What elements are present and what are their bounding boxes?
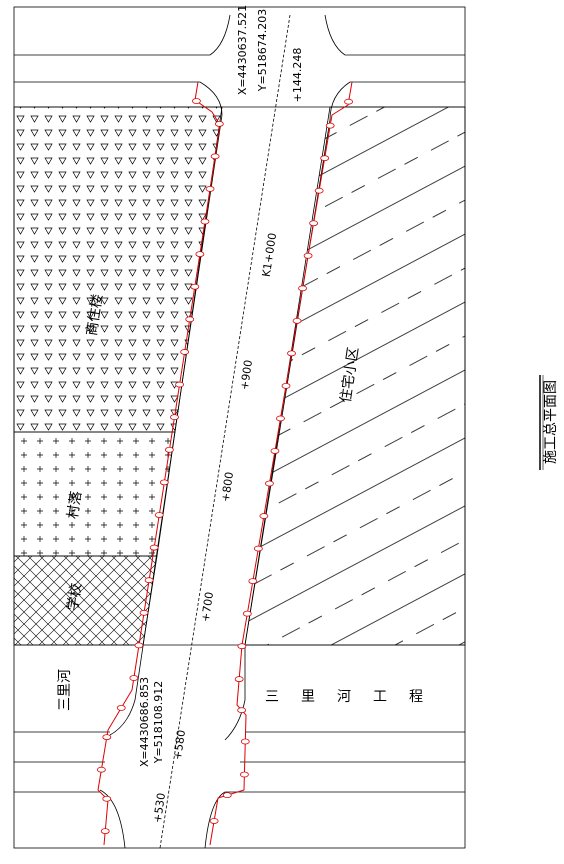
station: +530 bbox=[151, 792, 168, 824]
boundary-marker bbox=[134, 642, 144, 649]
boundary-marker bbox=[276, 415, 285, 422]
boundary-marker bbox=[144, 577, 154, 584]
coordinate: X=4430637.521 bbox=[236, 5, 249, 95]
boundary-marker bbox=[116, 704, 126, 711]
road bbox=[99, 14, 351, 849]
boundary-marker bbox=[96, 766, 106, 773]
boundary-marker bbox=[165, 446, 174, 453]
boundary-marker bbox=[248, 578, 258, 585]
boundary-marker bbox=[320, 155, 330, 162]
boundary-marker bbox=[154, 512, 164, 518]
boundary-marker bbox=[100, 828, 110, 835]
boundary-marker bbox=[325, 122, 335, 129]
boundary-marker bbox=[240, 771, 249, 778]
station: K1+000 bbox=[260, 232, 279, 278]
river-label: 三里河 bbox=[57, 669, 73, 711]
title: 施工总平面图 bbox=[543, 380, 559, 464]
boundary-marker bbox=[214, 120, 224, 127]
boundary-marker bbox=[314, 187, 324, 194]
boundary-marker bbox=[175, 381, 184, 388]
boundary-marker bbox=[149, 544, 159, 551]
boundary-marker bbox=[242, 610, 252, 617]
boundary-marker bbox=[240, 738, 250, 745]
boundary-marker bbox=[344, 98, 353, 105]
boundary-marker bbox=[222, 792, 232, 799]
boundary-marker bbox=[139, 609, 149, 616]
boundary-marker bbox=[205, 186, 215, 192]
boundary-marker bbox=[129, 675, 139, 681]
boundary-marker bbox=[309, 220, 319, 227]
boundary-marker bbox=[265, 480, 274, 487]
coordinate: X=4430686.853 bbox=[138, 677, 151, 767]
station: +800 bbox=[219, 471, 236, 503]
boundary-marker bbox=[303, 252, 313, 259]
area-label: 商住楼 bbox=[84, 293, 106, 337]
station: +700 bbox=[199, 591, 216, 623]
boundary-marker bbox=[237, 643, 247, 650]
area-label: 学校 bbox=[64, 582, 85, 612]
coordinate: Y=518108.912 bbox=[152, 681, 165, 764]
boundary-marker bbox=[210, 153, 220, 160]
boundary-marker bbox=[159, 479, 169, 486]
station: +580 bbox=[171, 729, 188, 761]
boundary-marker bbox=[287, 350, 296, 357]
boundary-marker bbox=[292, 317, 302, 324]
boundary-marker bbox=[195, 251, 205, 258]
boundary-marker bbox=[259, 513, 269, 519]
boundary-marker bbox=[192, 98, 201, 104]
station: +144.248 bbox=[291, 48, 304, 103]
boundary-marker bbox=[190, 283, 200, 290]
school-area bbox=[13, 555, 158, 646]
crossing-lines bbox=[14, 54, 465, 793]
commercial-area bbox=[13, 106, 223, 433]
boundary-marker bbox=[180, 349, 190, 355]
coordinate: Y=518674.203 bbox=[256, 9, 269, 92]
boundary-marker bbox=[270, 448, 280, 454]
boundary-marker bbox=[298, 285, 307, 292]
boundary-marker bbox=[200, 218, 210, 225]
boundary-marker bbox=[281, 383, 291, 389]
boundary-marker bbox=[185, 316, 195, 323]
village-area bbox=[13, 431, 176, 557]
boundary-marker bbox=[102, 795, 112, 802]
boundary-marker bbox=[102, 734, 112, 741]
area-label: 村落 bbox=[65, 490, 85, 520]
boundary-marker bbox=[237, 707, 247, 714]
boundary-marker bbox=[253, 545, 263, 552]
boundary-marker bbox=[170, 414, 179, 421]
boundary-marker bbox=[209, 818, 219, 824]
project-label: 三里河工程 bbox=[265, 689, 445, 705]
boundary-marker bbox=[234, 676, 244, 682]
station: +900 bbox=[238, 359, 255, 391]
